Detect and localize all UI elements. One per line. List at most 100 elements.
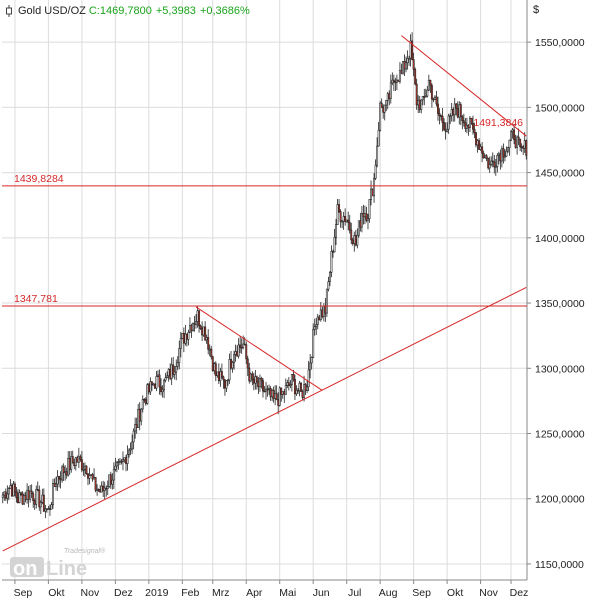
candle-body — [70, 456, 73, 470]
candle-body — [210, 348, 213, 358]
candle-body — [18, 492, 21, 503]
candle-body — [254, 376, 257, 384]
candle-body — [456, 108, 459, 118]
candle-body — [258, 378, 261, 388]
candle-body — [240, 346, 243, 349]
candle-body — [268, 388, 271, 390]
candle-body — [132, 430, 135, 443]
candle-body — [117, 461, 120, 463]
candle-body — [30, 490, 33, 495]
x-tick-label: Okt — [48, 587, 64, 599]
candle-body — [490, 160, 493, 165]
candle-body — [39, 502, 42, 508]
candle-body — [26, 490, 29, 500]
candle-body — [462, 120, 465, 124]
candle-body — [321, 309, 324, 317]
candle-body — [77, 456, 80, 463]
candle-body — [61, 466, 64, 481]
candle-body — [502, 148, 505, 158]
candle-body — [140, 408, 143, 422]
candle-body — [262, 380, 264, 392]
candle-body — [287, 382, 290, 386]
candle-body — [402, 61, 404, 74]
candle-body — [392, 79, 395, 83]
candle-body — [76, 457, 79, 463]
y-tick-label: 1300,0000 — [535, 363, 585, 375]
candle-body — [83, 465, 86, 470]
candle-body — [115, 462, 118, 467]
candle-body — [50, 504, 53, 510]
candle-body — [4, 491, 7, 499]
candle-body — [487, 157, 490, 169]
candle-body — [468, 117, 471, 128]
candle-body — [153, 384, 156, 389]
candle-body — [523, 140, 526, 149]
candle-body — [202, 326, 205, 336]
candle-body — [88, 475, 91, 479]
candle-body — [430, 85, 433, 100]
candle-body — [400, 70, 403, 74]
candle-body — [195, 321, 197, 325]
candle-body — [157, 374, 159, 377]
candle-body — [233, 354, 236, 363]
candle-body — [493, 161, 496, 168]
candle-body — [476, 140, 479, 146]
candle-body — [243, 343, 246, 346]
candle-body — [260, 378, 263, 382]
candle-body — [245, 344, 248, 360]
candle-body — [344, 216, 347, 223]
candle-body — [65, 471, 68, 476]
candle-body — [91, 474, 94, 480]
candle-body — [447, 115, 450, 130]
trendline-label: 1491,3846 — [473, 117, 523, 129]
candle-body — [470, 117, 473, 124]
candle-body — [286, 382, 289, 386]
candle-body — [248, 367, 251, 382]
candle-body — [102, 485, 105, 491]
candle-body — [103, 487, 106, 491]
candle-body — [376, 145, 379, 166]
candle-body — [360, 213, 363, 228]
candle-body — [21, 493, 24, 505]
candle-body — [345, 219, 348, 223]
candle-body — [158, 374, 161, 388]
candle-body — [108, 474, 111, 487]
candle-body — [272, 390, 275, 399]
change-value: +5,3983 — [155, 5, 196, 17]
candle-body — [382, 107, 385, 113]
candle-body — [207, 337, 210, 350]
x-tick-label: 2019 — [145, 587, 169, 599]
candle-body — [478, 140, 481, 150]
candle-body — [505, 150, 508, 157]
candle-body — [228, 359, 231, 381]
candle-body — [508, 139, 511, 149]
candle-body — [301, 391, 304, 398]
candle-body — [465, 124, 468, 129]
candle-body — [94, 477, 97, 491]
candle-body — [170, 364, 173, 379]
close-price-group: C:1469,7800 — [89, 5, 152, 17]
candle-body — [266, 388, 269, 391]
candle-body — [79, 456, 82, 460]
y-tick-label: 1350,0000 — [535, 298, 585, 310]
candle-body — [214, 363, 217, 376]
candle-body — [389, 82, 392, 99]
candle-body — [252, 378, 255, 384]
candle-body — [185, 333, 188, 340]
candle-body — [461, 116, 464, 121]
candle-body — [80, 459, 83, 471]
candle-body — [15, 491, 18, 499]
candle-body — [118, 460, 121, 463]
candle-body — [499, 153, 502, 162]
candle-body — [403, 61, 406, 70]
candle-body — [176, 362, 179, 367]
candle-body — [388, 93, 391, 99]
candle-body — [164, 377, 167, 381]
candle-body — [446, 128, 449, 132]
candle-body — [205, 337, 208, 341]
chart-header: Gold USD/OZ C:1469,7800 +5,3983 +0,3686% — [4, 3, 250, 19]
candle-body — [385, 99, 388, 106]
candle-body — [143, 399, 146, 401]
